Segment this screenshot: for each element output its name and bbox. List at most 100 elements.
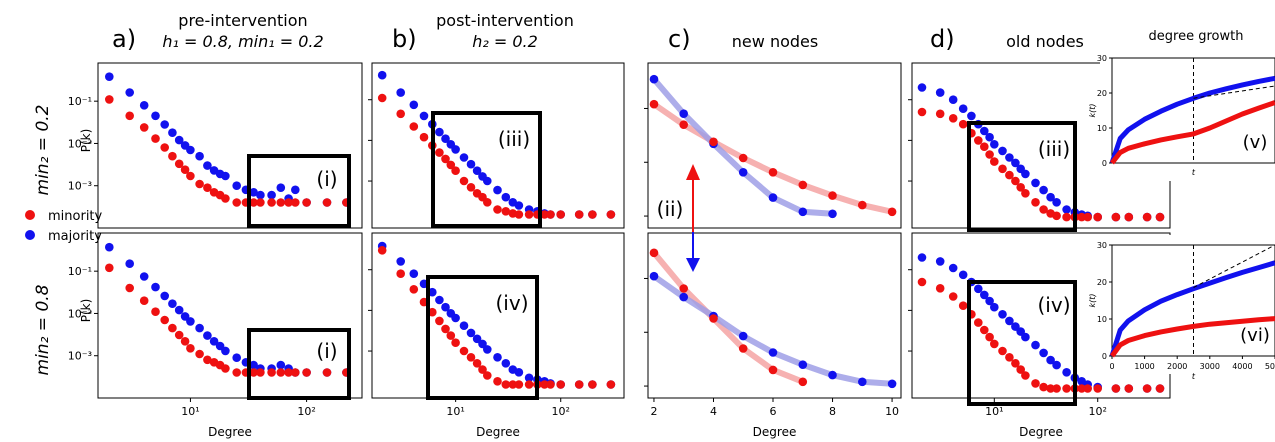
data-point-majority-a-bottom [203, 331, 212, 340]
data-point-minority-d-bottom [1011, 359, 1020, 368]
data-point-minority-d-bottom [1046, 384, 1055, 393]
data-point-minority-c-bottom [679, 284, 688, 293]
data-point-minority-d-top [974, 136, 983, 145]
data-point-majority-d-bottom [935, 257, 945, 266]
data-point-minority-a-top [186, 171, 195, 181]
row-label-bottom: min₂ = 0.8 [33, 284, 53, 375]
data-point-minority-b-bottom [409, 285, 419, 294]
data-point-minority-b-top [377, 93, 387, 103]
data-point-minority-d-bottom [990, 339, 999, 349]
data-point-majority-b-bottom [409, 269, 419, 279]
data-point-minority-a-top [151, 134, 160, 143]
inset-x-tick-label-inset-bottom: 4000 [1232, 362, 1252, 371]
data-point-minority-a-bottom [186, 344, 195, 353]
data-point-minority-a-bottom [302, 368, 311, 377]
panel-frame-a-bottom [97, 232, 363, 399]
data-point-majority-a-top [291, 185, 300, 195]
data-point-minority-b-top [446, 160, 456, 170]
data-point-minority-b-top [588, 210, 597, 219]
data-point-majority-d-bottom [1021, 332, 1030, 342]
data-point-majority-b-bottom [466, 328, 476, 338]
data-point-majority-d-top [1005, 153, 1014, 162]
data-point-majority-b-bottom [435, 295, 444, 305]
data-point-majority-c-bottom [738, 331, 748, 341]
inset-x-tick-label-inset-bottom: 0 [1109, 362, 1114, 371]
data-point-minority-b-bottom [588, 380, 597, 389]
data-point-majority-c-bottom [828, 370, 837, 380]
heading-a-line1: pre-intervention [178, 11, 307, 30]
data-point-majority-d-bottom [974, 284, 983, 294]
data-point-majority-c-top [768, 193, 778, 202]
inset-y-tick-label-inset-top: 0 [1102, 159, 1107, 168]
heading-b-line2: h₂ = 0.2 [472, 32, 538, 51]
x-axis-label-b-bottom: Degree [476, 425, 520, 439]
y-axis-label-a-top: P(k) [79, 129, 93, 153]
data-point-minority-a-bottom [105, 263, 114, 273]
inset-y-tick-label-inset-bottom: 10 [1097, 315, 1107, 324]
x-tick-label-c-bottom: 4 [710, 405, 717, 418]
data-point-minority-b-top [574, 210, 584, 219]
data-point-majority-a-bottom [195, 323, 204, 333]
data-point-majority-c-top [798, 207, 808, 217]
data-point-majority-b-bottom [514, 368, 524, 377]
data-point-minority-a-bottom [151, 307, 160, 317]
data-point-majority-d-top [948, 95, 958, 104]
data-point-minority-d-top [1124, 212, 1134, 222]
data-point-minority-d-top [1083, 212, 1092, 222]
data-point-minority-b-top [396, 109, 406, 119]
data-point-majority-a-bottom [249, 360, 258, 370]
data-point-majority-d-top [1039, 185, 1048, 195]
heading-b-line1: post-intervention [436, 11, 574, 30]
annotation-b-bottom: (iv) [496, 291, 529, 315]
data-point-majority-a-top [249, 188, 258, 197]
data-point-minority-a-top [322, 198, 332, 207]
x-tick-label-c-bottom: 6 [770, 405, 777, 418]
inset-x-tick-label-inset-bottom: 3000 [1200, 362, 1220, 371]
data-point-majority-a-top [221, 171, 230, 181]
data-point-minority-d-top [917, 107, 927, 117]
inset-series-majority-inset-bottom [1109, 260, 1275, 357]
data-point-minority-c-top [828, 191, 837, 200]
y-tick-label-a-top: 10⁻¹ [68, 95, 92, 108]
data-point-majority-b-bottom [501, 359, 511, 368]
data-point-minority-a-top [276, 198, 286, 207]
data-point-minority-d-bottom [1083, 384, 1092, 393]
inset-model-dashed-inset-bottom [1193, 244, 1275, 288]
data-point-majority-d-bottom [1052, 360, 1061, 370]
data-point-minority-c-top [709, 137, 718, 147]
data-point-majority-d-top [985, 132, 994, 142]
data-point-majority-a-top [276, 183, 286, 192]
data-point-majority-d-top [967, 111, 976, 121]
data-point-minority-a-bottom [125, 283, 134, 293]
annotation-c-arrow: (ii) [657, 197, 684, 221]
data-point-majority-b-top [435, 127, 444, 137]
legend-majority-marker [25, 230, 35, 240]
data-point-minority-d-bottom [1021, 371, 1030, 380]
x-axis-label-d-bottom: Degree [1019, 425, 1063, 439]
data-point-minority-a-top [203, 183, 212, 192]
data-point-minority-c-bottom [738, 344, 748, 353]
data-point-minority-b-bottom [451, 338, 460, 348]
data-point-majority-c-bottom [858, 377, 867, 387]
arrow-up-head [686, 164, 700, 180]
heading-c-line1: new nodes [732, 32, 818, 51]
data-point-majority-b-top [441, 134, 450, 143]
data-point-minority-a-bottom [180, 337, 190, 346]
data-point-majority-d-top [990, 140, 999, 149]
data-point-minority-d-top [1021, 189, 1030, 198]
data-point-minority-a-bottom [267, 368, 276, 377]
heading-a-letter: a) [112, 25, 136, 53]
data-point-majority-a-top [139, 101, 149, 110]
panels-layer: 10⁻¹ 10⁻² 10⁻³ P(k) (i) 10⁻¹ 10⁻² 10⁻³ P(k) 10¹ 10… [68, 48, 1275, 439]
data-point-majority-b-top [466, 159, 476, 169]
y-tick-label-a-bottom: 10⁻² [68, 307, 92, 320]
annotation-a-top: (i) [316, 167, 337, 191]
x-tick-label-c-bottom: 2 [650, 405, 657, 418]
panel-frame-c-top [647, 62, 902, 229]
data-point-majority-d-bottom [990, 302, 999, 312]
data-point-majority-b-bottom [396, 257, 406, 266]
data-point-minority-d-bottom [1062, 384, 1071, 393]
data-point-majority-b-top [459, 153, 469, 162]
data-point-majority-b-bottom [472, 334, 482, 344]
inset-y-tick-label-inset-bottom: 20 [1097, 278, 1107, 287]
